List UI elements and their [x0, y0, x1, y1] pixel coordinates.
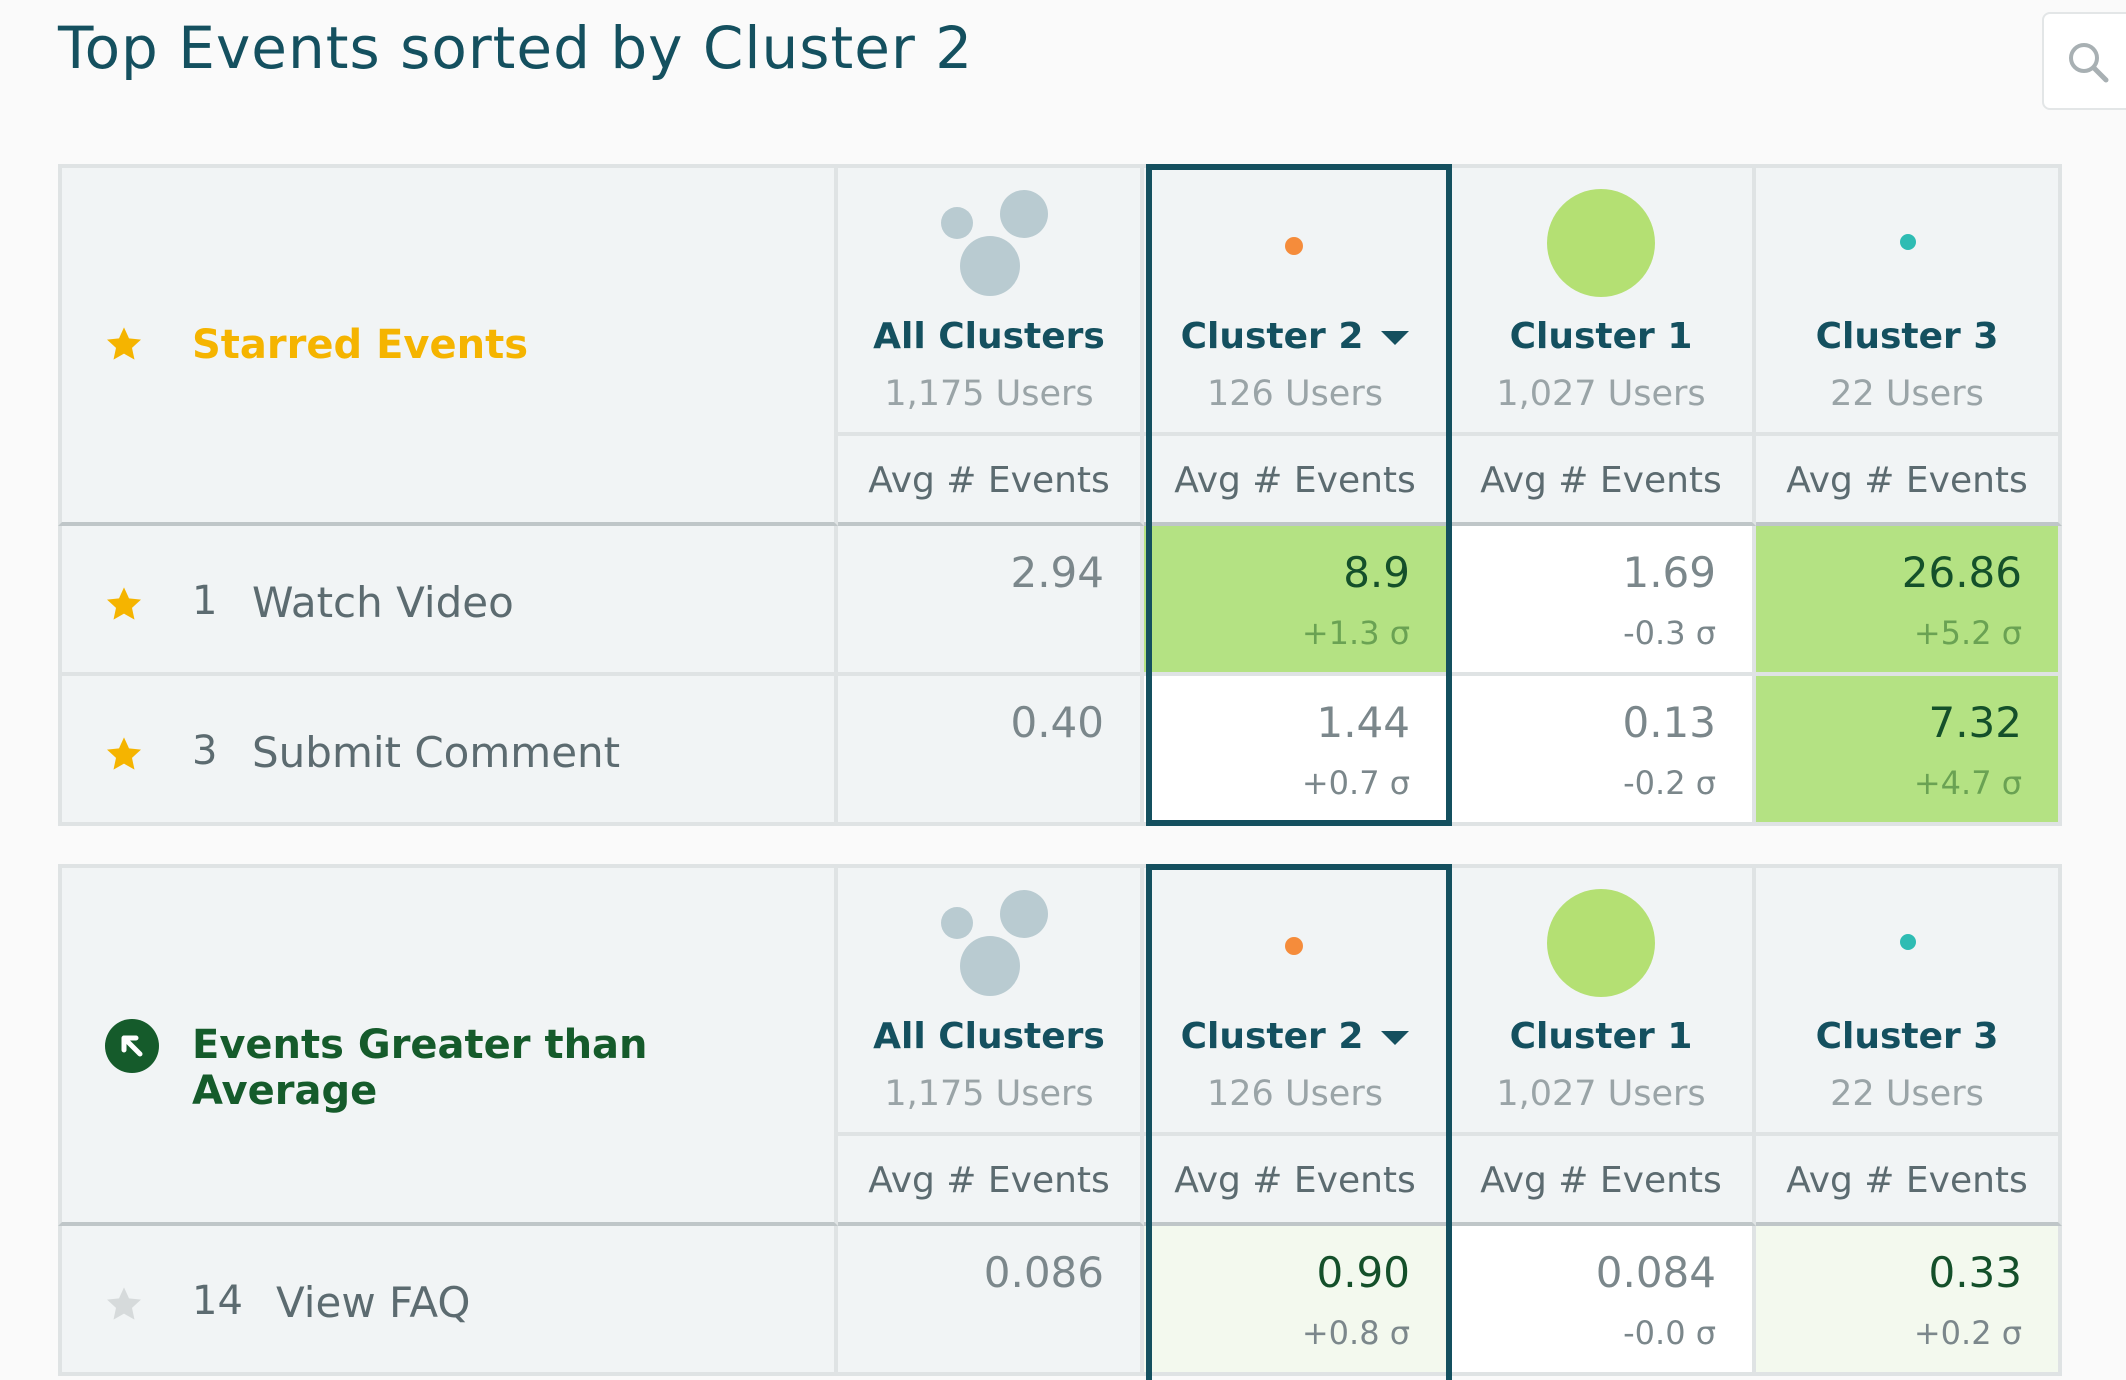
column-header-cluster-3[interactable]: Cluster 3 22 Users [1756, 164, 2062, 436]
arrow-up-left-circle-icon [105, 1019, 159, 1073]
column-header-all-clusters[interactable]: All Clusters 1,175 Users [838, 864, 1144, 1136]
value-cell: 0.40 [838, 676, 1144, 826]
value-cell: 8.9 +1.3 σ [1144, 526, 1450, 676]
column-users: 1,027 Users [1496, 1074, 1706, 1114]
value-cell: 1.44 +0.7 σ [1144, 676, 1450, 826]
section-header: Starred Events [58, 164, 838, 526]
column-header-cluster-1[interactable]: Cluster 1 1,027 Users [1450, 864, 1756, 1136]
star-icon[interactable] [104, 584, 144, 624]
section-header: Events Greater than Average [58, 864, 838, 1226]
cluster-3-dot-icon [1900, 234, 1916, 250]
starred-events-section: Starred Events All Clusters 1,175 Users … [58, 164, 2062, 826]
column-users: 22 Users [1830, 1074, 1984, 1114]
page-title: Top Events sorted by Cluster 2 [58, 14, 974, 82]
cluster-1-dot-icon [1547, 189, 1655, 297]
search-icon [2069, 43, 2109, 83]
column-name: Cluster 2 [1180, 1016, 1364, 1057]
metric-label: Avg # Events [1450, 436, 1756, 526]
column-name: Cluster 3 [1815, 316, 1999, 357]
column-name: Cluster 1 [1509, 1016, 1693, 1057]
column-name: Cluster 1 [1509, 316, 1693, 357]
search-button[interactable] [2042, 12, 2126, 110]
all-clusters-dots-icon [941, 190, 1048, 296]
value-cell: 2.94 [838, 526, 1144, 676]
column-users: 126 Users [1207, 374, 1383, 414]
value-cell: 0.90 +0.8 σ [1144, 1226, 1450, 1376]
value-cell: 0.084 -0.0 σ [1450, 1226, 1756, 1376]
event-rank: 1 [192, 578, 218, 624]
metric-label: Avg # Events [838, 1136, 1144, 1226]
metric-label: Avg # Events [1756, 436, 2062, 526]
column-name: Cluster 3 [1815, 1016, 1999, 1057]
value-cell: 1.69 -0.3 σ [1450, 526, 1756, 676]
column-name: Cluster 2 [1180, 316, 1364, 357]
cluster-2-dot-icon [1285, 237, 1303, 255]
value-cell: 0.33 +0.2 σ [1756, 1226, 2062, 1376]
column-header-cluster-2[interactable]: Cluster 2 126 Users [1144, 864, 1450, 1136]
column-name: All Clusters [873, 316, 1105, 357]
column-header-cluster-3[interactable]: Cluster 3 22 Users [1756, 864, 2062, 1136]
column-users: 126 Users [1207, 1074, 1383, 1114]
events-greater-than-average-section: Events Greater than Average All Clusters… [58, 864, 2062, 1376]
column-header-all-clusters[interactable]: All Clusters 1,175 Users [838, 164, 1144, 436]
table-row[interactable]: 3 Submit Comment [58, 676, 838, 826]
metric-label: Avg # Events [1144, 1136, 1450, 1226]
value-cell: 7.32 +4.7 σ [1756, 676, 2062, 826]
table-row[interactable]: 1 Watch Video [58, 526, 838, 676]
metric-label: Avg # Events [1756, 1136, 2062, 1226]
event-rank: 3 [192, 728, 218, 774]
all-clusters-dots-icon [941, 890, 1048, 996]
metric-label: Avg # Events [1144, 436, 1450, 526]
column-header-cluster-2[interactable]: Cluster 2 126 Users [1144, 164, 1450, 436]
star-icon[interactable] [104, 734, 144, 774]
section-title: Events Greater than Average [192, 1022, 648, 1114]
event-name: View FAQ [276, 1278, 471, 1327]
column-users: 1,175 Users [884, 1074, 1094, 1114]
star-icon[interactable] [104, 1284, 144, 1324]
metric-label: Avg # Events [1450, 1136, 1756, 1226]
column-header-cluster-1[interactable]: Cluster 1 1,027 Users [1450, 164, 1756, 436]
column-users: 22 Users [1830, 374, 1984, 414]
value-cell: 0.13 -0.2 σ [1450, 676, 1756, 826]
column-users: 1,027 Users [1496, 374, 1706, 414]
event-rank: 14 [192, 1278, 243, 1324]
value-cell: 26.86 +5.2 σ [1756, 526, 2062, 676]
section-title: Starred Events [192, 322, 528, 368]
column-name: All Clusters [873, 1016, 1105, 1057]
sort-caret-icon[interactable] [1381, 1031, 1410, 1045]
value-cell: 0.086 [838, 1226, 1144, 1376]
event-name: Submit Comment [252, 728, 621, 777]
cluster-2-dot-icon [1285, 937, 1303, 955]
metric-label: Avg # Events [838, 436, 1144, 526]
cluster-1-dot-icon [1547, 889, 1655, 997]
event-name: Watch Video [252, 578, 514, 627]
sort-caret-icon[interactable] [1381, 331, 1410, 345]
cluster-3-dot-icon [1900, 934, 1916, 950]
column-users: 1,175 Users [884, 374, 1094, 414]
table-row[interactable]: 14 View FAQ [58, 1226, 838, 1376]
star-icon [107, 327, 141, 360]
